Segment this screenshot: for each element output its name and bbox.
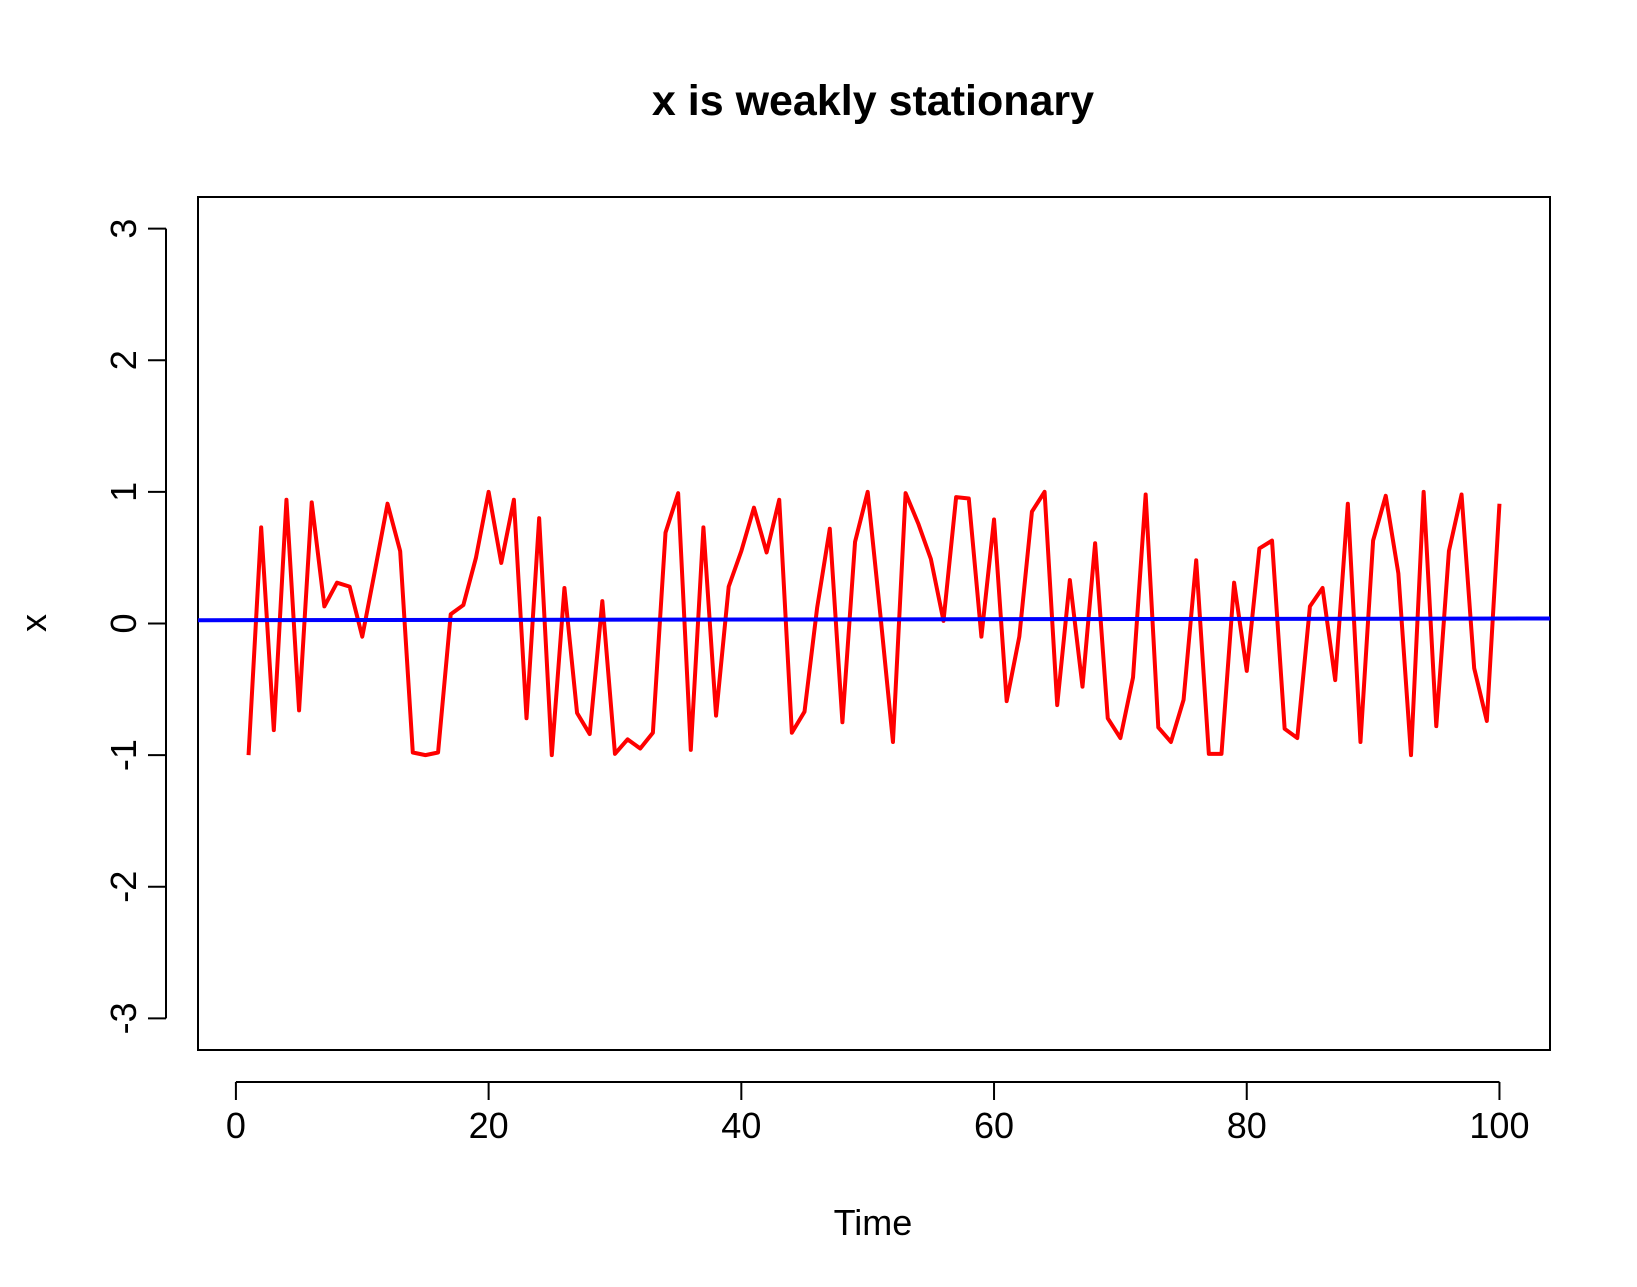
- y-axis-label: x: [13, 614, 54, 632]
- y-tick-label: 2: [103, 350, 144, 370]
- y-tick-label: 0: [103, 613, 144, 633]
- y-axis: -3 -2 -1 0 1 2 3: [103, 219, 167, 1034]
- series-layer: [197, 489, 1551, 758]
- x-tick-label: 20: [469, 1105, 509, 1146]
- x-tick-label: 0: [226, 1105, 246, 1146]
- series-line-mean: [197, 616, 1551, 623]
- y-tick-label: 1: [103, 482, 144, 502]
- x-axis: 0 20 40 60 80 100: [226, 1081, 1529, 1146]
- plot-frame: [197, 196, 1551, 1051]
- y-tick-label: -3: [103, 1002, 144, 1034]
- chart-title: x is weakly stationary: [652, 77, 1094, 125]
- series-line-x: [246, 489, 1502, 758]
- x-tick-label: 60: [974, 1105, 1014, 1146]
- x-axis-label: Time: [834, 1202, 913, 1243]
- y-tick-label: -2: [103, 871, 144, 903]
- y-tick-label: 3: [103, 219, 144, 239]
- x-tick-label: 100: [1469, 1105, 1529, 1146]
- x-tick-label: 80: [1227, 1105, 1267, 1146]
- y-tick-label: -1: [103, 739, 144, 771]
- x-tick-label: 40: [721, 1105, 761, 1146]
